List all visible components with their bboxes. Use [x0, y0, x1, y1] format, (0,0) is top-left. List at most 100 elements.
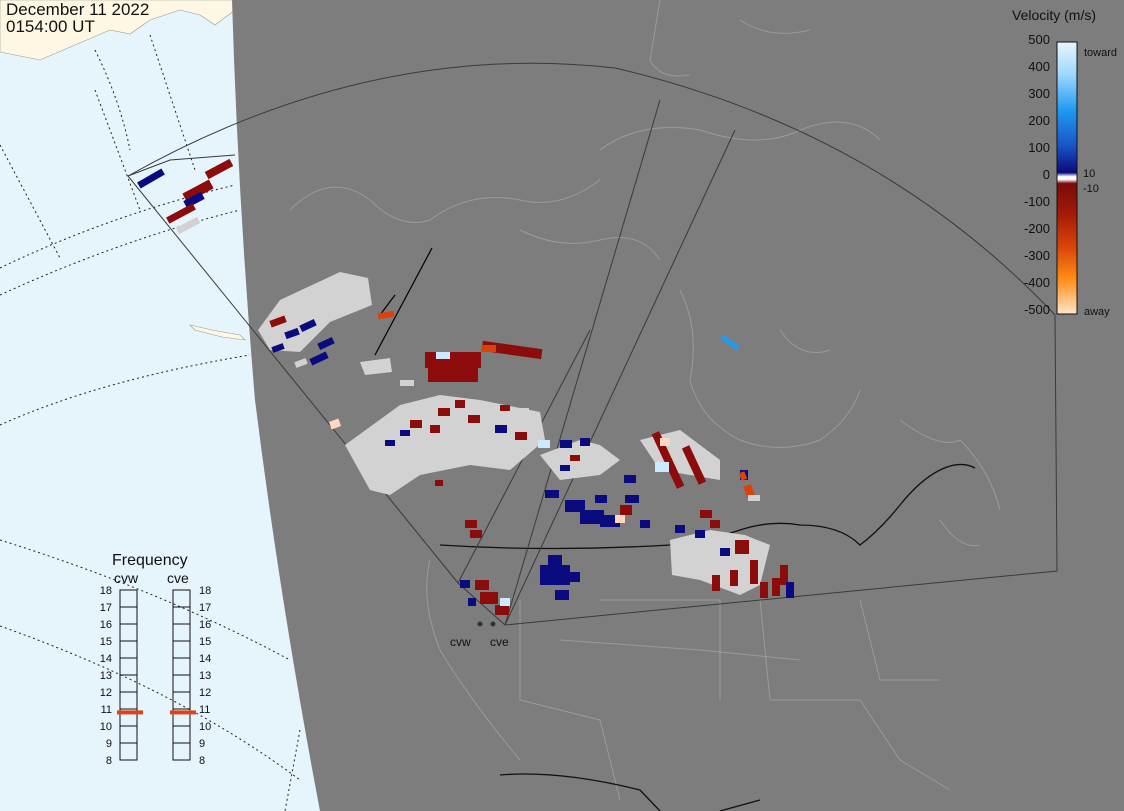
velocity-tick-label: -100 — [1024, 194, 1050, 209]
velocity-cell — [545, 490, 559, 498]
frequency-tick-left: 18 — [100, 585, 112, 597]
velocity-cell — [465, 520, 477, 528]
velocity-cell — [720, 334, 740, 351]
velocity-cell — [317, 336, 335, 351]
velocity-legend: Velocity (m/s) 500 400 300 200 100 0 -100 -200 -… — [1012, 7, 1117, 318]
velocity-cell — [515, 432, 527, 440]
alaska-land-day — [0, 0, 236, 61]
frequency-tick-left: 13 — [100, 670, 112, 682]
velocity-cell — [515, 408, 529, 414]
radar-fov-outlines — [127, 62, 1058, 626]
velocity-cell — [400, 380, 414, 386]
frequency-tick-right: 16 — [199, 619, 211, 631]
velocity-cell — [655, 462, 669, 472]
velocity-cell — [560, 465, 570, 471]
velocity-cell — [675, 525, 685, 533]
velocity-tick-label: 200 — [1028, 113, 1050, 128]
frequency-tick-left: 16 — [100, 619, 112, 631]
velocity-cell — [430, 425, 440, 433]
velocity-cell — [760, 582, 768, 598]
frequency-marker-cvw — [117, 710, 143, 715]
frequency-tick-right: 14 — [199, 653, 211, 665]
timestamp-date: December 11 2022 — [6, 0, 150, 19]
velocity-tick-label: -200 — [1024, 221, 1050, 236]
velocity-cell — [555, 590, 569, 600]
velocity-cell — [624, 475, 636, 483]
velocity-cell — [620, 505, 632, 515]
velocity-cell — [651, 431, 685, 489]
velocity-cell — [625, 495, 639, 503]
velocity-tick-label: -300 — [1024, 248, 1050, 263]
velocity-cell — [328, 418, 342, 430]
velocity-cell — [182, 179, 214, 203]
velocity-cell — [294, 358, 308, 368]
velocity-away-label: away — [1084, 306, 1110, 318]
velocity-cell — [580, 510, 604, 524]
velocity-cell — [428, 368, 478, 382]
frequency-tick-left: 11 — [101, 704, 112, 716]
velocity-cell — [500, 405, 510, 411]
velocity-inner-label-pos: 10 — [1083, 168, 1095, 180]
velocity-tick-label: -400 — [1024, 275, 1050, 290]
velocity-cell — [495, 425, 507, 433]
frequency-tick-left: 15 — [100, 636, 112, 648]
ground-scatter-region — [345, 395, 545, 495]
velocity-tick-labels: 500 400 300 200 100 0 -100 -200 -300 -400 -500 — [1024, 32, 1050, 317]
frequency-tick-right: 10 — [199, 721, 211, 733]
frequency-tick-right: 12 — [199, 687, 211, 699]
velocity-colorbar — [1056, 41, 1078, 315]
radar-label-cvw: cvw — [450, 635, 471, 649]
radar-sites: cvw cve — [450, 621, 509, 649]
frequency-tick-right: 11 — [199, 704, 210, 716]
velocity-cell — [640, 520, 650, 528]
aleutian-island — [189, 324, 246, 341]
velocity-cell — [495, 605, 509, 615]
velocity-tick-label: 0 — [1043, 167, 1050, 182]
velocity-cell — [738, 471, 748, 481]
frequency-tick-left: 12 — [100, 687, 112, 699]
frequency-tick-right: 8 — [199, 755, 205, 767]
velocity-cell — [750, 560, 758, 584]
velocity-cell — [538, 440, 550, 448]
velocity-tick-label: 100 — [1028, 140, 1050, 155]
velocity-cell — [500, 598, 510, 606]
day-side-grid — [0, 34, 301, 811]
frequency-tick-left: 17 — [100, 602, 112, 614]
frequency-tick-labels: 18 18 17 17 16 16 15 15 14 14 13 13 12 12 11 11 10 10 9 9 8 8 — [100, 585, 212, 767]
velocity-cell — [570, 455, 580, 461]
velocity-cell — [183, 191, 205, 209]
timestamp-time: 0154:00 UT — [6, 17, 95, 36]
velocity-cell — [269, 315, 287, 328]
velocity-cell — [743, 483, 755, 499]
ground-scatter-region — [360, 358, 392, 375]
velocity-cell — [580, 438, 590, 446]
velocity-legend-title: Velocity (m/s) — [1012, 7, 1096, 23]
velocity-cell — [377, 310, 395, 320]
velocity-cells — [137, 158, 794, 615]
velocity-cell — [436, 352, 450, 359]
timestamp: December 11 2022 0154:00 UT — [6, 1, 149, 35]
frequency-tick-right: 15 — [199, 636, 211, 648]
velocity-cell — [780, 565, 788, 585]
velocity-cell — [166, 203, 196, 224]
frequency-tick-right: 18 — [199, 585, 211, 597]
velocity-cell — [435, 480, 443, 486]
velocity-cell — [468, 415, 480, 423]
velocity-cell — [204, 158, 234, 180]
velocity-cell — [309, 351, 329, 366]
velocity-cell — [560, 440, 572, 448]
velocity-cell — [570, 572, 580, 582]
geographic-outlines — [289, 0, 1001, 801]
velocity-inner-label-neg: -10 — [1083, 183, 1099, 195]
velocity-cell — [400, 430, 410, 436]
radar-site-cvw — [477, 621, 483, 627]
frequency-tick-left: 10 — [100, 721, 112, 733]
frequency-tick-right: 13 — [199, 670, 211, 682]
frequency-cve-label: cve — [167, 570, 189, 586]
velocity-cell — [385, 440, 395, 446]
velocity-cell — [660, 438, 670, 446]
frequency-title: Frequency — [112, 552, 188, 569]
velocity-cell — [410, 420, 422, 428]
